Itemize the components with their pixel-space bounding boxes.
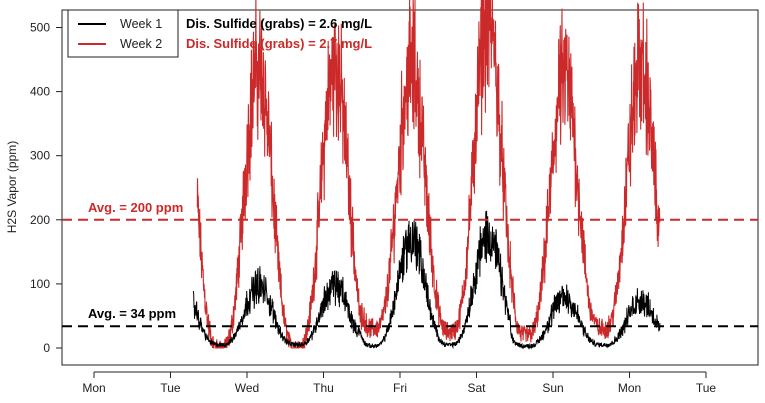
x-axis-ticks: Mon Tue Wed Thu Fri Sat Sun Mon Tue: [82, 372, 716, 395]
reference-lines: [62, 218, 758, 328]
legend-label-week1: Week 1: [120, 17, 162, 31]
y-tick-label: 200: [30, 213, 50, 227]
annotation-week1-sulfide: Dis. Sulfide (grabs) = 2.6 mg/L: [186, 16, 372, 31]
y-tick-label: 500: [30, 21, 50, 35]
y-tick-label: 300: [30, 149, 50, 163]
legend: Week 1 Week 2: [67, 9, 179, 58]
x-tick-label: Tue: [696, 381, 717, 395]
x-tick-label: Fri: [393, 381, 407, 395]
legend-label-week2: Week 2: [120, 37, 162, 51]
y-tick-label: 0: [43, 341, 50, 355]
avg-label-week1: Avg. = 34 ppm: [88, 306, 176, 321]
x-tick-label: Sat: [467, 381, 486, 395]
x-tick-label: Mon: [82, 381, 105, 395]
annotation-week2-sulfide: Dis. Sulfide (grabs) = 2.7 mg/L: [186, 36, 372, 51]
y-tick-label: 100: [30, 277, 50, 291]
x-tick-label: Sun: [542, 381, 563, 395]
series-line-week2: [196, 0, 661, 349]
x-tick-label: Wed: [235, 381, 259, 395]
x-tick-label: Tue: [160, 381, 181, 395]
series-line-week1: [192, 210, 661, 350]
y-tick-label: 400: [30, 85, 50, 99]
avg-label-week2: Avg. = 200 ppm: [88, 200, 183, 215]
legend-box: [67, 9, 179, 58]
x-tick-label: Thu: [313, 381, 334, 395]
y-axis-ticks: 0 100 200 300 400 500: [30, 21, 62, 355]
series-layer: [192, 0, 661, 350]
y-axis-label: H2S Vapor (ppm): [5, 141, 19, 233]
x-tick-label: Mon: [618, 381, 641, 395]
